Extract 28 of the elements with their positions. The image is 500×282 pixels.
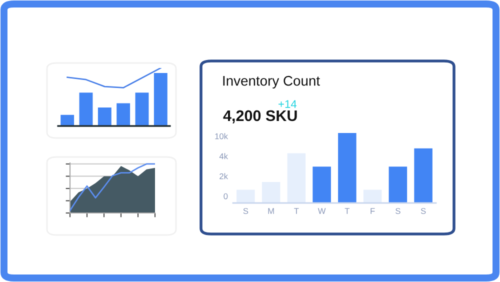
chart-title: Inventory Count xyxy=(223,76,320,88)
text: +14 xyxy=(278,100,297,108)
bar xyxy=(262,182,280,203)
text: 2k xyxy=(220,173,228,180)
x-tick-label: S xyxy=(243,208,248,214)
bar xyxy=(363,190,382,203)
bar xyxy=(79,92,93,126)
bar xyxy=(388,166,408,203)
text: 0 xyxy=(224,193,228,200)
x-tick-label: W xyxy=(318,208,326,214)
bar xyxy=(338,133,356,203)
x-tick-label: S xyxy=(420,208,426,214)
bar xyxy=(312,166,331,203)
bar xyxy=(414,148,432,203)
x-tick-label: F xyxy=(370,208,375,214)
x-tick-label: S xyxy=(396,208,400,214)
bar xyxy=(287,153,306,203)
chart-subtitle: 4,200 SKU xyxy=(223,110,297,124)
x-tick-label: T xyxy=(344,208,350,214)
x-tick-label: M xyxy=(268,208,274,214)
bar xyxy=(116,103,130,126)
bar xyxy=(60,114,74,126)
bar xyxy=(236,190,255,203)
text: 10k xyxy=(215,133,228,140)
text: 4k xyxy=(219,153,228,160)
bar xyxy=(135,92,149,126)
x-tick-label: T xyxy=(294,208,299,214)
bar xyxy=(98,107,112,126)
